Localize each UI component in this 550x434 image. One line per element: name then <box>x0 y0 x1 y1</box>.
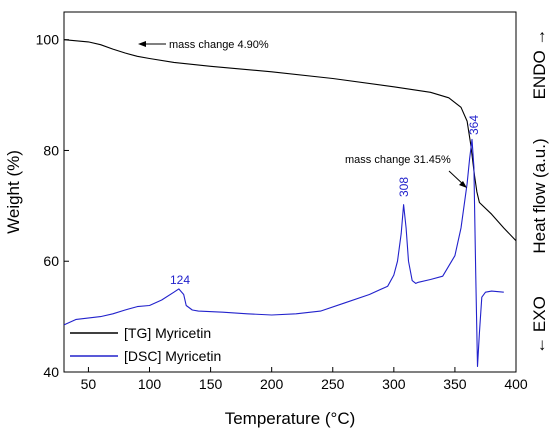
axis-ticks: 50 100 150 200 250 300 350 400 40 60 80 100 <box>36 32 528 392</box>
x-tick-label: 350 <box>443 376 467 392</box>
peak-label-308: 308 <box>397 177 411 197</box>
heat-flow-axis-title: Heat flow (a.u.) <box>530 138 549 253</box>
x-axis-title: Temperature (°C) <box>225 409 356 428</box>
x-tick-label: 100 <box>138 376 162 392</box>
y-tick-label: 60 <box>43 253 59 269</box>
x-tick-label: 150 <box>199 376 223 392</box>
annotation-mass-change-31.45: mass change 31.45% <box>345 154 467 188</box>
series-line-dsc <box>63 138 504 368</box>
x-tick-label: 300 <box>382 376 406 392</box>
x-tick-label: 400 <box>504 376 528 392</box>
y-tick-label: 100 <box>36 32 60 48</box>
plot-frame <box>63 11 517 373</box>
series-line-tg <box>63 39 517 242</box>
annotation-text-2: mass change 31.45% <box>345 154 451 166</box>
peak-label-124: 124 <box>170 273 190 287</box>
data-series <box>63 39 517 368</box>
x-tick-label: 50 <box>81 376 97 392</box>
endo-label: ENDO → <box>530 29 549 100</box>
x-tick-label: 250 <box>321 376 345 392</box>
y-tick-label: 40 <box>43 364 59 380</box>
annotation-mass-change-4.90: mass change 4.90% <box>138 39 269 51</box>
x-tick-label: 200 <box>260 376 284 392</box>
legend-entry-dsc: [DSC] Myricetin <box>124 348 221 364</box>
y-axis-title: Weight (%) <box>4 150 23 234</box>
legend: [TG] Myricetin [DSC] Myricetin <box>70 325 221 364</box>
legend-entry-tg: [TG] Myricetin <box>124 325 211 341</box>
annotation-text-1: mass change 4.90% <box>169 39 269 51</box>
peak-label-364: 364 <box>467 115 481 135</box>
exo-label: ← EXO <box>530 296 549 354</box>
y-tick-label: 80 <box>43 142 59 158</box>
